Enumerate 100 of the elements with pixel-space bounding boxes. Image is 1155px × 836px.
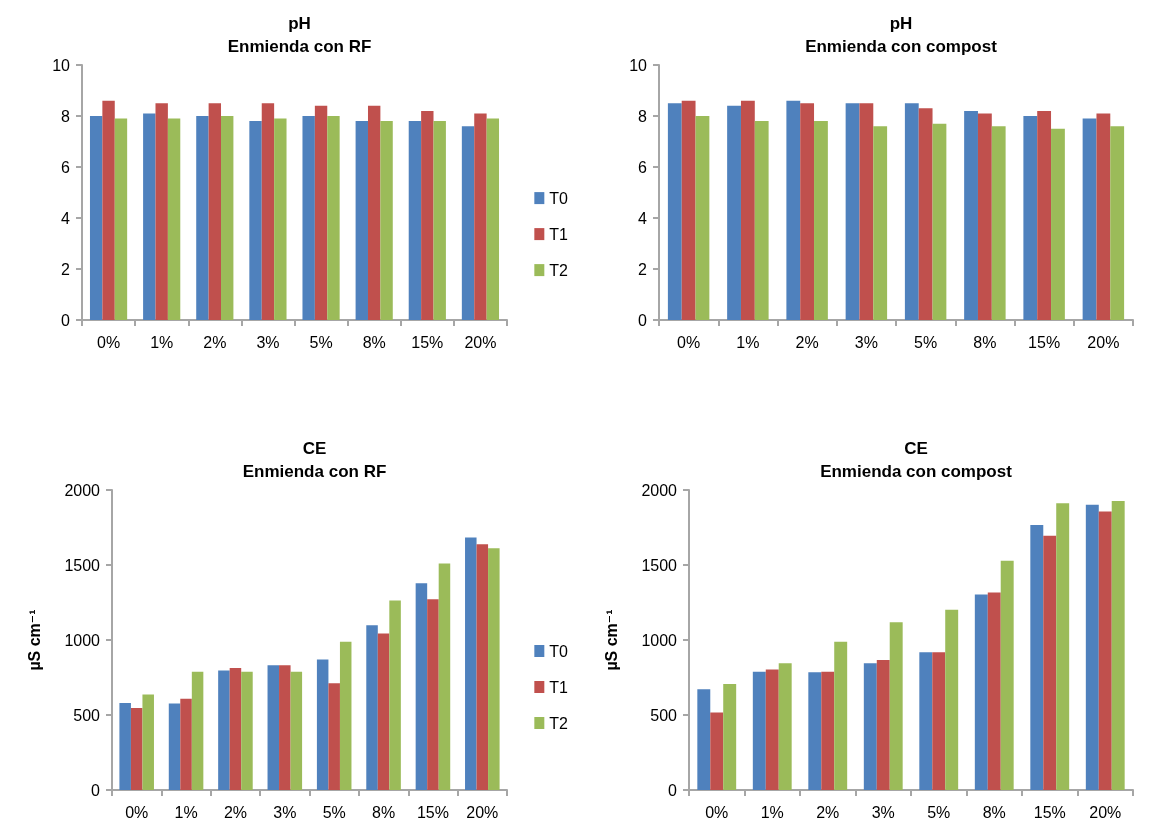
bar (377, 633, 390, 790)
x-tick-label: 5% (914, 333, 938, 351)
x-tick-label: 5% (927, 803, 951, 821)
bar (808, 672, 822, 790)
y-tick-label: 10 (629, 56, 648, 74)
bar (1043, 535, 1057, 790)
bar (218, 670, 230, 790)
legend-label: T2 (549, 714, 569, 732)
x-tick-label: 20% (464, 333, 497, 351)
bar (681, 100, 696, 320)
x-tick-label: 3% (871, 803, 895, 821)
bar (754, 121, 769, 320)
x-tick-label: 3% (256, 333, 280, 351)
bar (1000, 560, 1014, 790)
bar (727, 105, 741, 320)
x-tick-label: 15% (411, 333, 444, 351)
y-axis-title: µS cm⁻¹ (602, 609, 620, 671)
bar (740, 100, 755, 320)
x-tick-label: 5% (309, 333, 333, 351)
x-tick-label: 8% (982, 803, 1006, 821)
bar (1023, 116, 1038, 320)
bar (987, 592, 1001, 790)
x-tick-label: 5% (322, 803, 346, 821)
bar (1098, 511, 1112, 790)
x-tick-label: 2% (816, 803, 840, 821)
x-tick-label: 8% (362, 333, 386, 351)
y-tick-label: 2 (61, 260, 71, 278)
bar (316, 659, 329, 790)
x-tick-label: 0% (705, 803, 729, 821)
bar (142, 694, 154, 790)
bar (267, 665, 280, 790)
y-tick-label: 0 (638, 311, 648, 329)
bar (723, 684, 737, 790)
bar (1051, 128, 1065, 320)
x-tick-label: 8% (372, 803, 396, 821)
legend-label: T2 (549, 261, 569, 279)
x-tick-label: 1% (760, 803, 784, 821)
bar (488, 548, 500, 790)
chart-title: pH (889, 14, 913, 33)
chart-subtitle: Enmienda con compost (820, 462, 1013, 481)
bar (752, 671, 766, 790)
bar (859, 103, 874, 320)
bar (389, 600, 401, 790)
bar (279, 665, 291, 790)
bar (130, 707, 143, 790)
bar (821, 671, 835, 790)
y-tick-label: 1500 (64, 556, 101, 574)
y-tick-label: 2000 (64, 481, 101, 499)
legend-label: T0 (549, 642, 569, 660)
bar (834, 641, 848, 790)
legend-label: T1 (549, 678, 569, 696)
bar (328, 683, 340, 790)
x-tick-label: 2% (795, 333, 819, 351)
bar (1037, 110, 1052, 320)
bar (945, 609, 959, 790)
x-tick-label: 0% (677, 333, 701, 351)
y-tick-label: 4 (638, 209, 648, 227)
x-tick-label: 2% (203, 333, 227, 351)
bar (778, 663, 792, 790)
bar (427, 599, 439, 790)
y-tick-label: 1000 (64, 631, 101, 649)
bar (800, 103, 815, 320)
legend-label: T0 (549, 189, 569, 207)
chart-title: CE (302, 439, 327, 458)
y-tick-label: 0 (668, 781, 678, 799)
bar (229, 667, 242, 790)
bar (180, 698, 192, 790)
bar (241, 671, 253, 790)
y-tick-label: 8 (638, 107, 648, 125)
y-tick-label: 1500 (641, 556, 678, 574)
x-tick-label: 1% (150, 333, 174, 351)
x-tick-label: 3% (273, 803, 297, 821)
bar (1110, 126, 1125, 320)
bar (991, 126, 1006, 320)
bar (438, 563, 451, 790)
bar (863, 663, 877, 790)
y-tick-label: 0 (91, 781, 101, 799)
bar (191, 671, 204, 790)
bar (1085, 504, 1099, 790)
x-tick-label: 1% (174, 803, 198, 821)
bar (977, 113, 992, 320)
y-tick-label: 0 (61, 311, 71, 329)
bar (765, 669, 779, 790)
x-tick-label: 2% (223, 803, 247, 821)
y-tick-label: 500 (650, 706, 678, 724)
bar (964, 110, 978, 320)
bar (1082, 118, 1097, 320)
y-axis-title: µS cm⁻¹ (25, 609, 43, 671)
bar (1096, 113, 1111, 320)
x-tick-label: 15% (416, 803, 449, 821)
x-tick-label: 20% (1087, 333, 1120, 351)
chart-subtitle: Enmienda con RF (227, 37, 372, 56)
bar (1030, 525, 1044, 790)
bar (168, 703, 181, 790)
bar (904, 103, 919, 320)
x-tick-label: 20% (1089, 803, 1122, 821)
y-tick-label: 2 (638, 260, 648, 278)
y-tick-label: 6 (61, 158, 71, 176)
chart-title: pH (288, 14, 311, 33)
bar (366, 625, 378, 790)
